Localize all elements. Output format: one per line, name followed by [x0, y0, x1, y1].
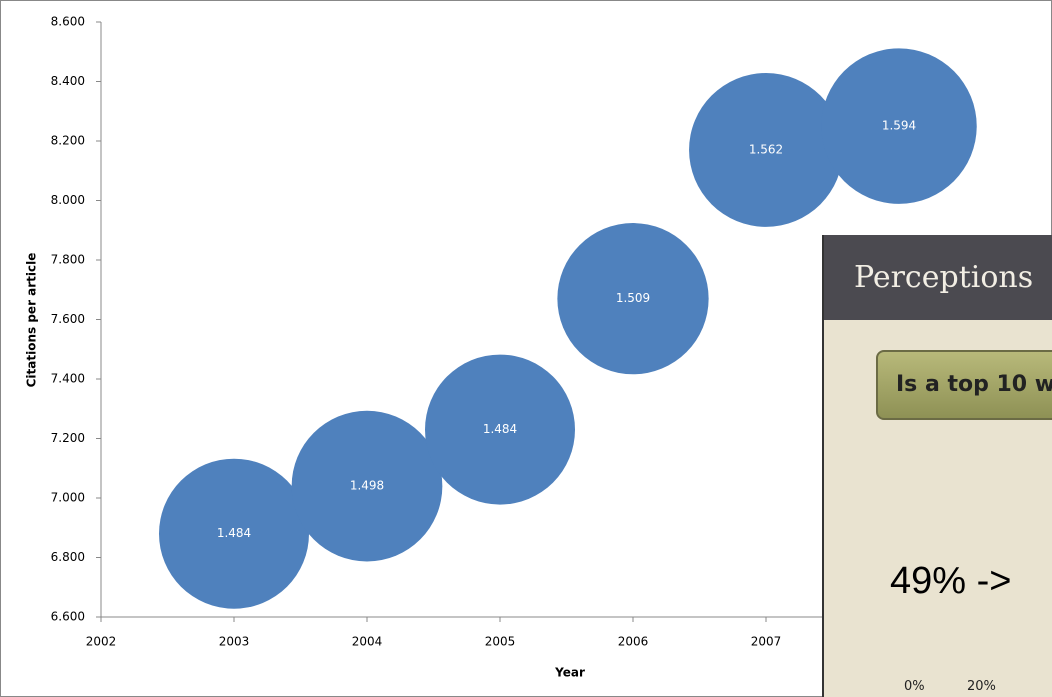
y-tick-label: 7.600	[51, 312, 85, 326]
bubble-label: 1.594	[882, 119, 916, 133]
bubble	[425, 354, 575, 505]
bubble-label: 1.484	[483, 422, 517, 436]
x-axis-label: Year	[554, 666, 585, 680]
y-tick-label: 7.800	[51, 253, 85, 267]
y-tick-label: 8.000	[51, 193, 85, 207]
bubble-label: 1.562	[749, 142, 783, 156]
y-tick-label: 8.600	[51, 15, 85, 29]
y-tick-label: 6.600	[51, 610, 85, 624]
x-tick-label: 2006	[618, 635, 649, 649]
bubble	[291, 410, 443, 562]
y-tick-label: 7.200	[51, 431, 85, 445]
bubble-label: 1.484	[217, 526, 251, 540]
overlay-axis-label: 20%	[967, 679, 996, 694]
y-tick-label: 6.800	[51, 550, 85, 564]
y-axis-label: Citations per article	[25, 253, 39, 388]
x-tick-label: 2003	[219, 635, 250, 649]
bubble	[689, 72, 843, 227]
overlay-text: 49% ->	[890, 560, 1012, 602]
x-tick-label: 2005	[485, 635, 516, 649]
y-tick-label: 8.200	[51, 134, 85, 148]
overlay-button: Is a top 10 w	[876, 350, 1052, 420]
x-tick-label: 2004	[352, 635, 383, 649]
y-tick-label: 7.400	[51, 372, 85, 386]
x-tick-label: 2002	[86, 635, 117, 649]
bubble-label: 1.509	[616, 291, 650, 305]
bubble-label: 1.498	[350, 479, 384, 493]
bubble	[159, 458, 309, 609]
overlay-title: Perceptions	[824, 235, 1052, 320]
x-tick-label: 2007	[751, 635, 782, 649]
overlay-image: Perceptions Is a top 10 w 49% -> 0% 20%	[822, 235, 1052, 697]
y-tick-label: 7.000	[51, 491, 85, 505]
bubble	[821, 48, 977, 204]
bubble	[557, 223, 709, 375]
overlay-axis-label: 0%	[904, 679, 925, 694]
y-tick-label: 8.400	[51, 74, 85, 88]
